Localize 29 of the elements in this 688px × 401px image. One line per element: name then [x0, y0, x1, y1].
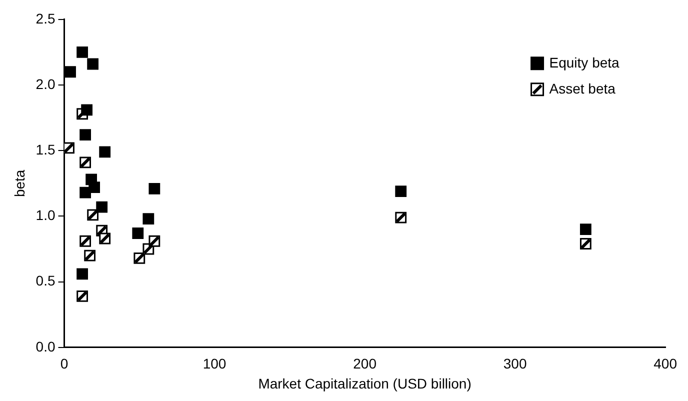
x-tick-label: 200: [353, 356, 377, 372]
point: [580, 224, 592, 236]
y-tick-label: 2.0: [36, 76, 56, 92]
point: [80, 186, 91, 198]
point: [87, 58, 99, 70]
x-tick-label: 400: [654, 356, 678, 372]
point: [99, 146, 111, 158]
point: [80, 129, 91, 141]
x-tick-label: 300: [503, 356, 527, 372]
y-tick-label: 2.5: [36, 10, 56, 26]
point: [76, 46, 88, 58]
point: [132, 228, 144, 239]
y-tick-label: 1.5: [36, 141, 56, 158]
y-tick-label: 0.5: [36, 272, 56, 289]
y-axis-title: beta: [11, 170, 28, 198]
legend-label: Asset beta: [549, 80, 616, 96]
legend-label: Equity beta: [549, 54, 620, 70]
x-axis-title: Market Capitalization (USD billion): [258, 375, 472, 392]
y-tick-label: 1.0: [36, 207, 56, 224]
point: [395, 186, 407, 197]
point: [88, 182, 100, 194]
point: [96, 201, 108, 213]
point: [76, 268, 88, 280]
y-tick-label: 0.0: [36, 338, 56, 354]
point: [142, 213, 154, 225]
x-tick-label: 100: [202, 356, 226, 372]
point: [148, 182, 160, 194]
x-tick-label: 0: [60, 356, 68, 372]
point: [64, 66, 76, 78]
